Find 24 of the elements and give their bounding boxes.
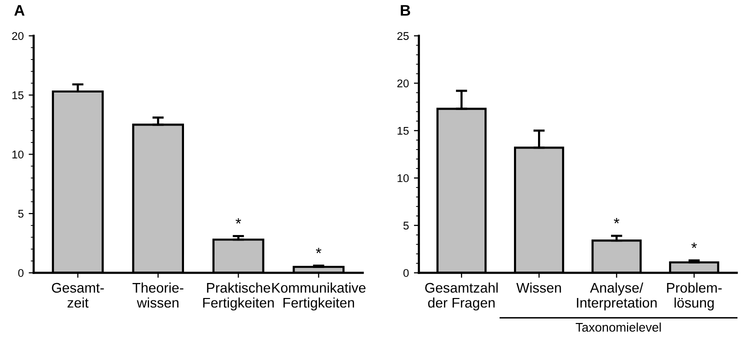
y-tick-label: 10 — [398, 174, 409, 182]
text: Taxonomielevel — [576, 322, 661, 332]
y-tick-label: 0 — [18, 269, 24, 277]
y-tick-label: 20 — [397, 79, 409, 88]
x-tick-label: Gesamtzahl der Fragen — [425, 282, 498, 310]
y-tick-label: 25 — [397, 32, 409, 40]
x-tick-label: Problem- lösung — [667, 282, 722, 310]
y-tick-label: 5 — [403, 222, 409, 230]
x-tick-label: Gesamt- zeit — [52, 282, 104, 308]
x-tick-label: Analyse/ Interpretation — [576, 282, 657, 310]
annotation: * — [691, 242, 697, 248]
y-tick-label: 10 — [12, 150, 24, 158]
annotation: * — [236, 218, 242, 224]
x-tick-label: Wissen — [516, 282, 561, 293]
chart-title: B — [400, 5, 410, 16]
chart-title: A — [14, 5, 25, 16]
y-tick-label: 20 — [12, 32, 24, 40]
annotation: * — [316, 248, 322, 254]
y-tick-label: 0 — [403, 269, 409, 277]
y-tick-label: 5 — [18, 210, 24, 218]
x-tick-label: Theorie- wissen — [132, 282, 184, 308]
y-tick-label: 15 — [398, 126, 409, 135]
y-tick-label: 15 — [12, 91, 24, 100]
annotation: * — [614, 218, 620, 224]
